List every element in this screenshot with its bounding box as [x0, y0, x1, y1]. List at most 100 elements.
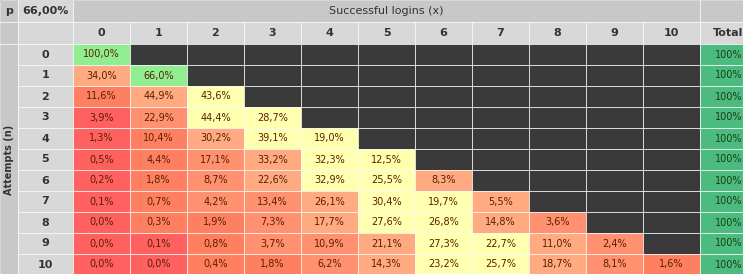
Bar [73, 86, 130, 107]
Text: 2,4%: 2,4% [602, 238, 627, 249]
Bar [529, 212, 586, 233]
Bar [472, 128, 529, 149]
Bar [529, 191, 586, 212]
Bar [73, 233, 130, 254]
Text: 26,8%: 26,8% [428, 218, 459, 227]
Text: p: p [5, 6, 13, 16]
Bar [643, 191, 700, 212]
Bar [18, 212, 73, 233]
Bar [358, 254, 415, 274]
Bar [529, 233, 586, 254]
Bar [18, 44, 73, 65]
Bar [301, 128, 358, 149]
Text: 100%: 100% [715, 133, 742, 144]
Bar [472, 22, 529, 44]
Bar [700, 22, 743, 44]
Bar [358, 107, 415, 128]
Bar [301, 170, 358, 191]
Bar [472, 65, 529, 86]
Bar [18, 107, 73, 128]
Bar [586, 107, 643, 128]
Text: 100%: 100% [715, 176, 742, 185]
Bar [472, 107, 529, 128]
Bar [700, 170, 743, 191]
Bar [18, 128, 73, 149]
Text: 10: 10 [38, 259, 53, 270]
Text: 8,7%: 8,7% [203, 176, 228, 185]
Text: Total: Total [713, 28, 743, 38]
Bar [643, 254, 700, 274]
Bar [643, 22, 700, 44]
Bar [415, 65, 472, 86]
Text: 100%: 100% [715, 238, 742, 249]
Bar [18, 170, 73, 191]
Bar [358, 170, 415, 191]
Bar [244, 212, 301, 233]
Bar [130, 254, 187, 274]
Bar [0, 44, 18, 274]
Text: 7: 7 [496, 28, 504, 38]
Bar [187, 191, 244, 212]
Bar [415, 149, 472, 170]
Bar [187, 44, 244, 65]
Text: 66,00%: 66,00% [22, 6, 68, 16]
Bar [18, 0, 73, 22]
Bar [415, 254, 472, 274]
Text: 0,5%: 0,5% [89, 155, 114, 164]
Bar [18, 149, 73, 170]
Text: 26,1%: 26,1% [314, 196, 345, 207]
Text: 4,4%: 4,4% [146, 155, 171, 164]
Text: 19,0%: 19,0% [314, 133, 345, 144]
Bar [529, 44, 586, 65]
Bar [244, 44, 301, 65]
Bar [358, 44, 415, 65]
Text: 32,9%: 32,9% [314, 176, 345, 185]
Text: 100%: 100% [715, 218, 742, 227]
Text: 1: 1 [42, 70, 49, 81]
Bar [415, 170, 472, 191]
Bar [472, 170, 529, 191]
Text: 1,6%: 1,6% [659, 259, 684, 270]
Bar [187, 128, 244, 149]
Bar [301, 86, 358, 107]
Bar [0, 0, 18, 22]
Bar [472, 254, 529, 274]
Bar [700, 212, 743, 233]
Bar [18, 65, 73, 86]
Bar [529, 254, 586, 274]
Text: 1,9%: 1,9% [204, 218, 228, 227]
Bar [643, 212, 700, 233]
Bar [301, 107, 358, 128]
Bar [643, 44, 700, 65]
Bar [301, 44, 358, 65]
Bar [73, 65, 130, 86]
Bar [301, 22, 358, 44]
Bar [700, 65, 743, 86]
Bar [244, 128, 301, 149]
Bar [358, 149, 415, 170]
Bar [187, 65, 244, 86]
Text: 8: 8 [554, 28, 562, 38]
Text: 0,1%: 0,1% [89, 196, 114, 207]
Bar [0, 22, 18, 44]
Bar [643, 233, 700, 254]
Bar [586, 254, 643, 274]
Text: 11,0%: 11,0% [542, 238, 573, 249]
Text: 11,6%: 11,6% [86, 92, 117, 101]
Text: 32,3%: 32,3% [314, 155, 345, 164]
Bar [529, 22, 586, 44]
Text: 9: 9 [42, 238, 50, 249]
Text: 33,2%: 33,2% [257, 155, 288, 164]
Bar [187, 170, 244, 191]
Bar [586, 191, 643, 212]
Bar [529, 86, 586, 107]
Bar [643, 65, 700, 86]
Text: 30,4%: 30,4% [372, 196, 402, 207]
Bar [700, 233, 743, 254]
Text: 0,0%: 0,0% [89, 238, 114, 249]
Bar [415, 212, 472, 233]
Bar [472, 86, 529, 107]
Bar [18, 86, 73, 107]
Text: 0,3%: 0,3% [146, 218, 171, 227]
Text: 8: 8 [42, 218, 49, 227]
